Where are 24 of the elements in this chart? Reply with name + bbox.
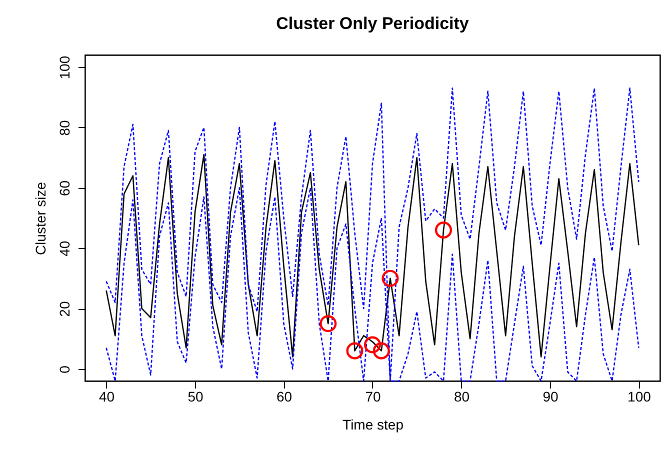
y-tick-label: 0 (56, 365, 72, 374)
x-tick-label: 40 (99, 388, 115, 404)
line-series (106, 88, 640, 382)
point (364, 336, 382, 354)
line-series (106, 154, 640, 358)
y-axis-title: Cluster size (32, 182, 48, 256)
y-tick-label: 100 (56, 56, 72, 80)
point (346, 342, 364, 360)
x-tick-label: 80 (454, 388, 470, 404)
chart-title: Cluster Only Periodicity (276, 14, 470, 33)
x-tick-label: 90 (542, 388, 558, 404)
x-tick-label: 70 (365, 388, 381, 404)
y-tick-label: 20 (56, 301, 72, 317)
y-tick-label: 40 (56, 240, 72, 256)
x-tick-label: 100 (628, 388, 652, 404)
x-axis-title: Time step (342, 416, 404, 432)
y-tick-label: 80 (56, 120, 72, 136)
point (382, 270, 399, 287)
point (434, 222, 452, 239)
x-tick-label: 60 (276, 388, 292, 404)
x-tick-label: 50 (188, 388, 204, 404)
point (320, 315, 337, 332)
point (372, 342, 390, 360)
y-tick-label: 60 (56, 180, 72, 196)
